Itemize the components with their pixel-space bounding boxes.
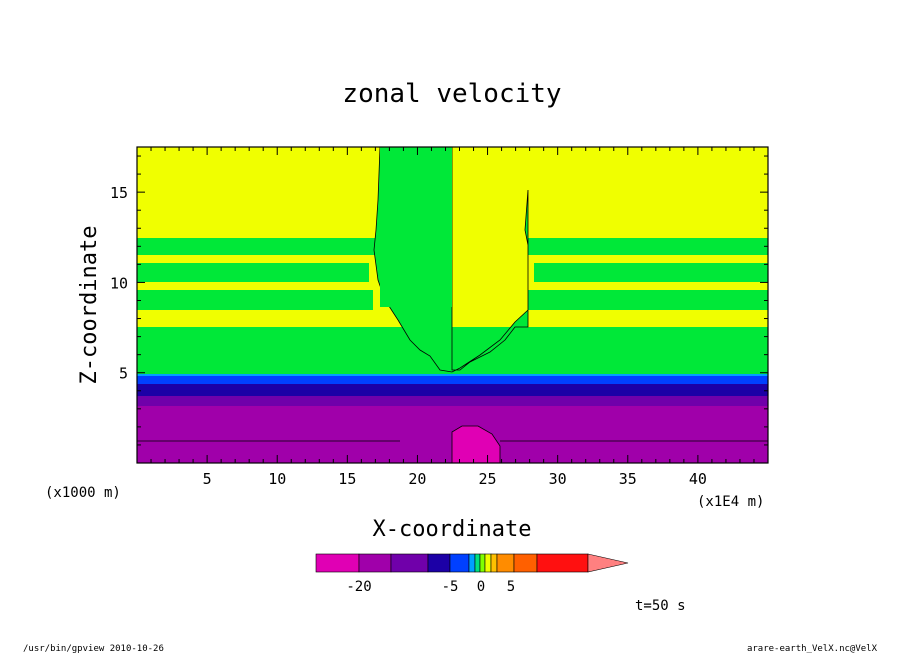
colorbar-swatch bbox=[315, 553, 360, 573]
x-tick-label: 25 bbox=[479, 470, 497, 488]
band-right-2 bbox=[534, 263, 768, 282]
colorbar-tick-label: -5 bbox=[442, 579, 459, 595]
x-tick-label: 10 bbox=[268, 470, 286, 488]
plume-core bbox=[380, 147, 452, 307]
y-axis-label: Z-coordinate bbox=[77, 226, 102, 385]
lower-green-band bbox=[137, 327, 768, 375]
footer-right: arare-earth_VelX.nc@VelX bbox=[747, 644, 878, 654]
colorbar-tick-label: -20 bbox=[346, 579, 371, 595]
colorbar-swatch bbox=[358, 553, 392, 573]
band-left-2 bbox=[137, 263, 369, 282]
y-tick-label: 10 bbox=[110, 274, 128, 292]
band-left-3 bbox=[137, 290, 373, 310]
colorbar-swatch bbox=[474, 553, 481, 573]
colorbar-swatch bbox=[490, 553, 498, 573]
colorbar-swatch bbox=[390, 553, 429, 573]
chart-title: zonal velocity bbox=[342, 79, 561, 109]
x-axis-ticks: 5 10 15 20 25 30 35 40 bbox=[150, 147, 755, 488]
y-tick-label: 5 bbox=[119, 365, 128, 383]
band-right-3 bbox=[528, 290, 768, 310]
colorbar-extension bbox=[587, 553, 629, 573]
footer-left: /usr/bin/gpview 2010-10-26 bbox=[23, 644, 164, 654]
colorbar-swatch bbox=[536, 553, 589, 573]
x-axis-label: X-coordinate bbox=[373, 517, 532, 542]
jet-band-purple bbox=[137, 396, 768, 406]
band-left-1 bbox=[137, 238, 377, 255]
transition-line bbox=[137, 374, 768, 376]
y-axis-ticks: 5 10 15 bbox=[110, 155, 768, 446]
plot-frame bbox=[136, 146, 769, 464]
colorbar-swatch bbox=[479, 553, 486, 573]
colorbar-swatch bbox=[513, 553, 538, 573]
colorbar-tick-label: 0 bbox=[477, 579, 485, 595]
colorbar-swatch bbox=[496, 553, 515, 573]
colorbar bbox=[315, 553, 629, 573]
x-tick-label: 5 bbox=[203, 470, 212, 488]
x-tick-label: 20 bbox=[408, 470, 426, 488]
colorbar-tick-label: 5 bbox=[507, 579, 515, 595]
x-scale-label: (x1E4 m) bbox=[697, 494, 764, 510]
colorbar-swatch bbox=[427, 553, 451, 573]
y-tick-label: 15 bbox=[110, 184, 128, 202]
jet-band-region bbox=[137, 384, 768, 396]
colorbar-swatch bbox=[468, 553, 476, 573]
surface-maximum-region bbox=[451, 425, 501, 463]
x-tick-label: 40 bbox=[689, 470, 707, 488]
x-unit-label: (x1000 m) bbox=[45, 485, 121, 501]
jet-band-light bbox=[137, 376, 768, 384]
band-right-1 bbox=[528, 238, 768, 255]
colorbar-labels: -20 -5 0 5 bbox=[346, 579, 515, 595]
time-label: t=50 s bbox=[635, 598, 686, 614]
colorbar-swatch bbox=[484, 553, 492, 573]
plot-area bbox=[136, 146, 769, 464]
x-tick-label: 30 bbox=[549, 470, 567, 488]
colorbar-swatch bbox=[449, 553, 470, 573]
x-tick-label: 15 bbox=[338, 470, 356, 488]
x-tick-label: 35 bbox=[619, 470, 637, 488]
